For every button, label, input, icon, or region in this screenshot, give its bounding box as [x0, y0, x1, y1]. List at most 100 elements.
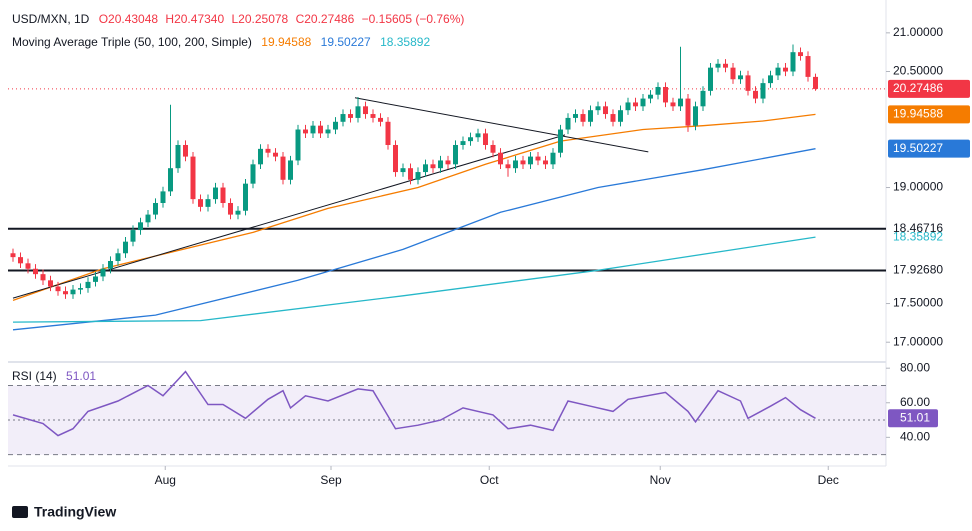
- low-value: L20.25078: [231, 12, 288, 26]
- candle-body: [340, 114, 346, 122]
- last-price-label: 20.27486: [893, 81, 943, 95]
- candle-body: [760, 83, 766, 99]
- x-tick-label: Aug: [155, 473, 176, 487]
- candle-body: [78, 288, 83, 290]
- candle-body: [468, 137, 473, 142]
- candle-body: [33, 268, 38, 275]
- candle-body: [513, 160, 518, 169]
- candle-body: [805, 56, 811, 77]
- x-tick-label: Dec: [818, 473, 839, 487]
- candle-body: [573, 114, 578, 118]
- candle-body: [235, 210, 241, 215]
- candle-body: [685, 98, 691, 126]
- candle-body: [648, 94, 653, 99]
- candle-body: [610, 114, 616, 122]
- candle-body: [505, 164, 511, 169]
- candle-body: [363, 106, 368, 115]
- rsi-tick-label: 60.00: [900, 395, 930, 409]
- x-tick-label: Sep: [320, 473, 342, 487]
- candle-body: [543, 160, 548, 165]
- logo-text: TradingView: [34, 504, 116, 520]
- candle-body: [63, 291, 68, 295]
- candle-body: [288, 160, 293, 180]
- y-tick-label: 17.00000: [893, 334, 943, 348]
- candle-body: [115, 253, 121, 262]
- candle-body: [355, 106, 361, 118]
- header: USD/MXN, 1D O20.43048 H20.47340 L20.2507…: [12, 12, 464, 26]
- candle-body: [813, 76, 818, 89]
- candle-body: [520, 160, 526, 165]
- candle-body: [438, 160, 443, 169]
- candle-body: [730, 67, 736, 80]
- candle-body: [348, 114, 353, 118]
- rsi-tick-label: 40.00: [900, 430, 930, 444]
- ma-axis-label-box: [888, 139, 970, 158]
- moving-average: [12, 113, 816, 302]
- candle-body: [153, 202, 158, 215]
- candle-body: [70, 289, 76, 295]
- candle-body: [325, 129, 331, 134]
- candle-body: [198, 199, 203, 207]
- candle-body: [318, 125, 323, 134]
- x-tick-label: Nov: [650, 473, 671, 487]
- candle-body: [378, 117, 383, 122]
- candle-body: [85, 281, 91, 289]
- trend-line: [354, 97, 649, 153]
- candle-body: [370, 114, 376, 118]
- candle-body: [445, 160, 451, 165]
- candle-body: [123, 241, 128, 254]
- candle-body: [243, 183, 248, 211]
- rsi-axis-box: [888, 409, 938, 428]
- change-value: −0.15605 (−0.76%): [362, 12, 465, 26]
- candle-body: [175, 144, 181, 169]
- plot-area: [8, 44, 886, 456]
- ma-axis-label: 19.94588: [893, 107, 943, 121]
- y-tick-label: 20.50000: [893, 64, 943, 78]
- candle-body: [798, 52, 803, 57]
- candle-body: [40, 274, 46, 281]
- candle-body: [483, 133, 488, 145]
- rsi-tick-label: 80.00: [900, 360, 930, 374]
- candle-body: [558, 129, 563, 153]
- candle-body: [100, 268, 106, 277]
- candle-body: [603, 106, 608, 115]
- candle-body: [190, 156, 196, 200]
- candle-body: [663, 86, 668, 103]
- candle-body: [535, 156, 541, 161]
- candle-body: [160, 191, 166, 203]
- candle-body: [595, 106, 601, 111]
- candle-body: [55, 286, 61, 292]
- candle-body: [250, 164, 256, 184]
- candle-body: [168, 168, 173, 192]
- logo: TradingView: [12, 504, 116, 520]
- ma-legend: Moving Average Triple (50, 100, 200, Sim…: [12, 35, 430, 49]
- candle-body: [303, 129, 308, 134]
- ma-axis-label: 18.35892: [893, 229, 943, 243]
- candle-body: [700, 90, 706, 107]
- candle-body: [423, 164, 428, 173]
- candle-body: [715, 63, 721, 68]
- candle-body: [565, 117, 571, 130]
- candle-body: [130, 230, 136, 242]
- close-value: C20.27486: [296, 12, 355, 26]
- rsi-line: [12, 370, 816, 437]
- ma-axis-label-box: [888, 105, 970, 124]
- candle-body: [460, 141, 466, 145]
- candle-body: [18, 257, 23, 264]
- candle-body: [693, 106, 698, 126]
- candle-body: [738, 75, 743, 80]
- rsi-legend: RSI (14) 51.01: [12, 369, 96, 383]
- last-price-label-box: [888, 79, 970, 98]
- rsi-axis-label: 51.01: [900, 410, 930, 424]
- candle-body: [640, 98, 646, 107]
- candle-body: [385, 121, 391, 145]
- candle-body: [790, 52, 796, 72]
- candle-body: [228, 202, 233, 215]
- candle-body: [183, 144, 188, 157]
- candle-body: [393, 144, 398, 173]
- candle-body: [708, 67, 713, 91]
- candle-body: [670, 102, 676, 107]
- y-tick-label: 17.50000: [893, 296, 943, 310]
- candle-body: [415, 172, 421, 180]
